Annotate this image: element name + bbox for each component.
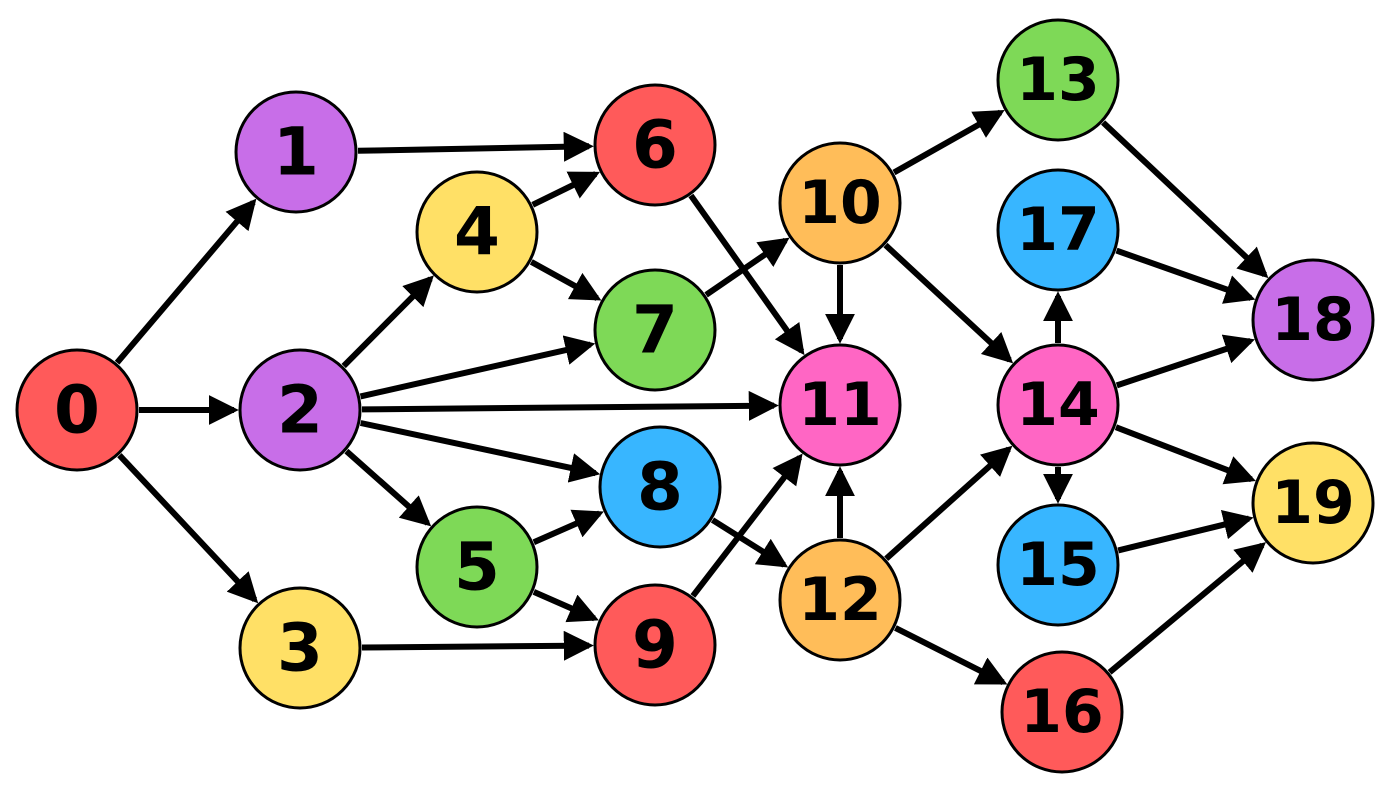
node-5: 5 bbox=[415, 505, 539, 629]
node-19-circle bbox=[1251, 441, 1375, 565]
node-18-circle bbox=[1251, 258, 1375, 382]
node-6: 6 bbox=[593, 83, 717, 207]
node-7-label: 7 bbox=[632, 292, 678, 369]
node-14-label: 14 bbox=[1016, 370, 1100, 440]
node-4-circle bbox=[415, 170, 539, 294]
node-15-label: 15 bbox=[1016, 530, 1100, 600]
edge-10-to-13 bbox=[892, 109, 1005, 176]
edge-2-to-4 bbox=[341, 275, 434, 369]
node-8-circle bbox=[598, 425, 722, 549]
edge-5-to-8 bbox=[532, 509, 604, 545]
edge-2-to-5 bbox=[344, 448, 432, 527]
node-16-label: 16 bbox=[1020, 677, 1104, 747]
edge-3-to-9 bbox=[361, 630, 594, 661]
node-11: 11 bbox=[778, 343, 902, 467]
edge-10-to-14 bbox=[883, 242, 1014, 364]
edge-2-to-8 bbox=[359, 420, 601, 483]
edge-4-to-7 bbox=[529, 259, 602, 301]
node-14-circle bbox=[996, 343, 1120, 467]
node-17: 17 bbox=[996, 168, 1120, 292]
node-10: 10 bbox=[778, 141, 902, 265]
node-12-circle bbox=[778, 538, 902, 662]
node-8-label: 8 bbox=[637, 449, 683, 526]
node-0-circle bbox=[15, 348, 139, 472]
node-13-circle bbox=[996, 18, 1120, 142]
node-2-label: 2 bbox=[277, 372, 323, 449]
node-17-circle bbox=[996, 168, 1120, 292]
node-11-label: 11 bbox=[798, 370, 882, 440]
node-9-circle bbox=[593, 583, 717, 707]
node-3: 3 bbox=[238, 586, 362, 710]
edge-6-to-11 bbox=[688, 193, 805, 356]
node-15: 15 bbox=[996, 503, 1120, 627]
node-11-circle bbox=[778, 343, 902, 467]
edge-2-to-11 bbox=[361, 390, 779, 421]
node-16-circle bbox=[1000, 650, 1124, 774]
edge-17-to-18 bbox=[1115, 247, 1256, 304]
node-9: 9 bbox=[593, 583, 717, 707]
node-13-label: 13 bbox=[1016, 45, 1100, 115]
edge-8-to-12 bbox=[710, 517, 789, 568]
edge-4-to-6 bbox=[531, 171, 601, 208]
edge-15-to-19 bbox=[1117, 509, 1254, 554]
node-8: 8 bbox=[598, 425, 722, 549]
edges-layer bbox=[114, 109, 1269, 685]
node-2-circle bbox=[238, 348, 362, 472]
edge-7-to-10 bbox=[704, 237, 790, 298]
node-14: 14 bbox=[996, 343, 1120, 467]
edge-5-to-9 bbox=[532, 589, 599, 623]
edge-16-to-19 bbox=[1107, 542, 1266, 675]
node-16: 16 bbox=[1000, 650, 1124, 774]
node-7: 7 bbox=[593, 268, 717, 392]
node-18-label: 18 bbox=[1271, 285, 1355, 355]
node-9-label: 9 bbox=[632, 607, 678, 684]
node-10-label: 10 bbox=[798, 168, 882, 238]
node-3-label: 3 bbox=[277, 610, 323, 687]
node-7-circle bbox=[593, 268, 717, 392]
node-19: 19 bbox=[1251, 441, 1375, 565]
node-19-label: 19 bbox=[1271, 468, 1355, 538]
edge-0-to-1 bbox=[114, 198, 257, 365]
node-5-label: 5 bbox=[454, 529, 500, 606]
node-17-label: 17 bbox=[1016, 195, 1100, 265]
node-0-label: 0 bbox=[54, 372, 100, 449]
node-12-label: 12 bbox=[798, 565, 882, 635]
node-15-circle bbox=[996, 503, 1120, 627]
node-1-circle bbox=[234, 90, 358, 214]
edge-2-to-7 bbox=[359, 335, 596, 400]
node-3-circle bbox=[238, 586, 362, 710]
edge-12-to-16 bbox=[894, 625, 1008, 685]
edge-14-to-18 bbox=[1115, 334, 1255, 389]
edge-13-to-18 bbox=[1101, 120, 1269, 279]
node-18: 18 bbox=[1251, 258, 1375, 382]
node-6-circle bbox=[593, 83, 717, 207]
node-6-label: 6 bbox=[632, 107, 678, 184]
edge-1-to-6 bbox=[357, 131, 594, 162]
edge-14-to-19 bbox=[1114, 424, 1256, 485]
edge-9-to-11 bbox=[690, 453, 803, 598]
node-2: 2 bbox=[238, 348, 362, 472]
node-5-circle bbox=[415, 505, 539, 629]
node-4-label: 4 bbox=[454, 194, 500, 271]
node-1-label: 1 bbox=[273, 114, 319, 191]
node-12: 12 bbox=[778, 538, 902, 662]
edge-12-to-14 bbox=[884, 445, 1013, 561]
edge-0-to-3 bbox=[117, 453, 259, 604]
node-1: 1 bbox=[234, 90, 358, 214]
node-4: 4 bbox=[415, 170, 539, 294]
node-10-circle bbox=[778, 141, 902, 265]
node-0: 0 bbox=[15, 348, 139, 472]
node-13: 13 bbox=[996, 18, 1120, 142]
